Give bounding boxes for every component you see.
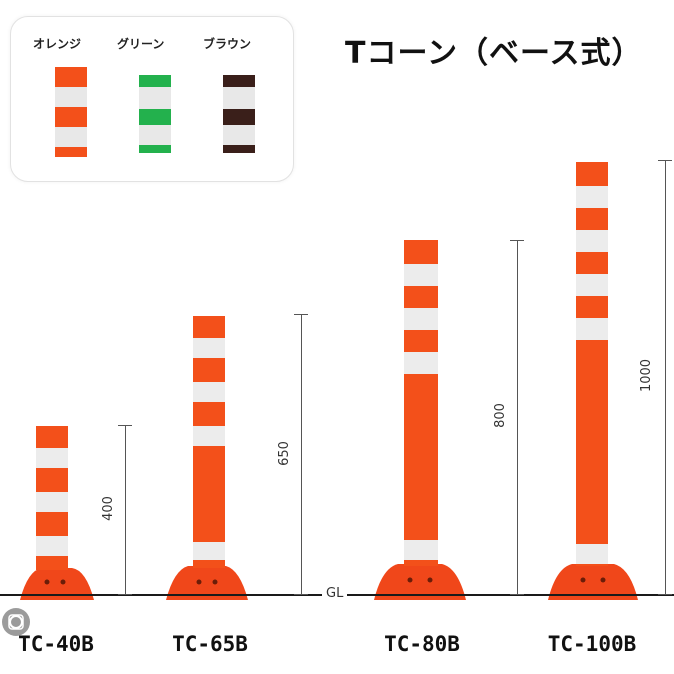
legend-label-orange: オレンジ (33, 37, 82, 51)
model-label-tc-40b: TC-40B (18, 632, 94, 656)
orange-swatch (55, 67, 87, 157)
post-tc-80b (374, 240, 466, 600)
post-base (20, 568, 94, 600)
dim-label: 800 (492, 403, 508, 428)
model-label-tc-100b: TC-100B (547, 632, 637, 656)
post-tc-40b (20, 426, 94, 600)
dim-label: 400 (100, 496, 116, 521)
google-lens-icon[interactable] (2, 608, 30, 636)
dim-label: 1000 (639, 358, 655, 393)
green-swatch (139, 75, 171, 153)
post-base (548, 564, 638, 600)
page-title: Tコーン（ベース式） (345, 36, 643, 71)
dim-label: 650 (276, 441, 292, 466)
model-label-tc-80b: TC-80B (384, 632, 460, 656)
legend-label-green: グリーン (117, 37, 165, 51)
ground-label: GL (322, 586, 348, 601)
post-tc-100b (548, 162, 638, 600)
brown-swatch (223, 75, 255, 153)
post-tc-65b (166, 316, 248, 600)
legend-label-brown: ブラウン (203, 37, 252, 51)
model-label-tc-65b: TC-65B (172, 632, 248, 656)
post-base (166, 566, 248, 600)
color-legend: オレンジ グリーン ブラウン (10, 16, 294, 182)
post-base (374, 564, 466, 600)
